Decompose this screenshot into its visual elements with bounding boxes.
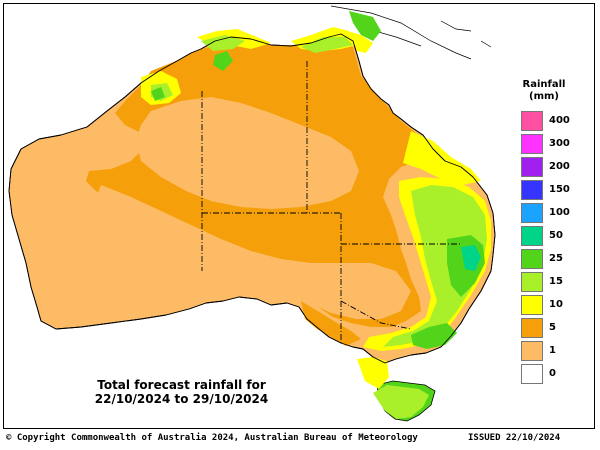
legend-label-5: 5 — [549, 322, 556, 333]
legend-title: Rainfall (mm) — [519, 79, 569, 103]
legend-label-15: 15 — [549, 276, 563, 287]
legend-label-0: 0 — [549, 368, 556, 379]
map-title: Total forecast rainfall for 22/10/2024 t… — [84, 378, 279, 406]
australia-coastline — [8, 33, 496, 364]
legend-swatch-150 — [521, 180, 543, 200]
legend-swatch-50 — [521, 226, 543, 246]
legend-swatch-0 — [521, 364, 543, 384]
legend-swatch-10 — [521, 295, 543, 315]
rain-band-1mm-inner — [95, 97, 411, 319]
legend-swatch-100 — [521, 203, 543, 223]
legend-swatch-400 — [521, 111, 543, 131]
rain-band-50mm — [461, 245, 481, 271]
copyright-notice: © Copyright Commonwealth of Australia 20… — [6, 433, 418, 443]
legend-label-300: 300 — [549, 138, 570, 149]
legend-swatch-200 — [521, 157, 543, 177]
legend-label-200: 200 — [549, 161, 570, 172]
legend-label-1: 1 — [549, 345, 556, 356]
legend-label-25: 25 — [549, 253, 563, 264]
legend-swatch-5 — [521, 318, 543, 338]
map-title-line1: Total forecast rainfall for — [97, 378, 266, 392]
legend-label-150: 150 — [549, 184, 570, 195]
legend-title-line2: (mm) — [529, 91, 559, 102]
issued-date: ISSUED 22/10/2024 — [468, 433, 561, 443]
legend-swatch-300 — [521, 134, 543, 154]
map-title-line2: 22/10/2024 to 29/10/2024 — [94, 392, 269, 406]
rainfall-map — [8, 5, 496, 422]
png-rain-green — [349, 11, 381, 41]
legend-title-line1: Rainfall — [522, 79, 566, 90]
legend-label-100: 100 — [549, 207, 570, 218]
legend-label-50: 50 — [549, 230, 563, 241]
map-frame: Rainfall (mm) 400 300 200 150 100 50 25 15 10 5 1 0… — [3, 3, 595, 429]
legend-swatch-25 — [521, 249, 543, 269]
legend-label-10: 10 — [549, 299, 563, 310]
legend-swatch-15 — [521, 272, 543, 292]
legend-swatch-1 — [521, 341, 543, 361]
state-borders — [201, 61, 461, 345]
rain-band-15mm — [151, 35, 487, 419]
legend-label-400: 400 — [549, 115, 570, 126]
